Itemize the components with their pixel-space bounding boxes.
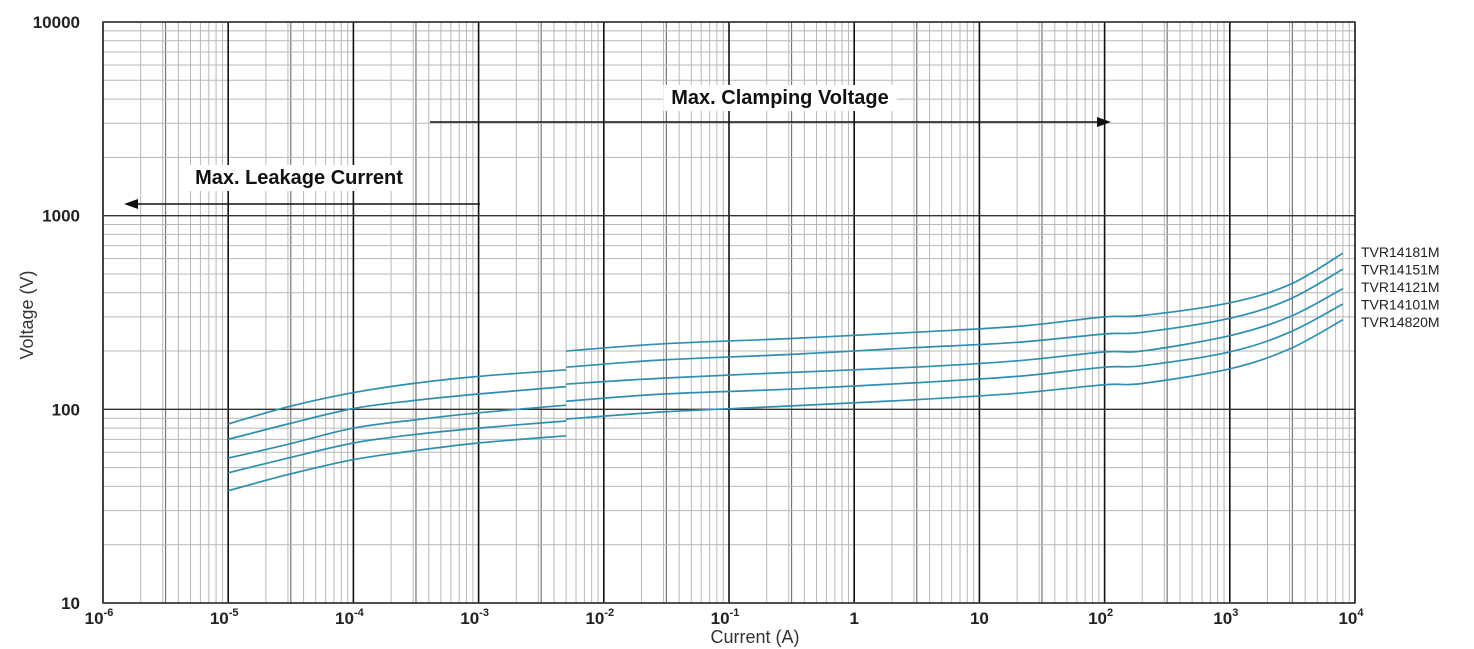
series-line-leakage-tvr14151m	[227, 385, 567, 441]
series-line-leakage-tvr14101m	[228, 420, 567, 474]
grid	[102, 21, 1356, 604]
x-tick-label: 104	[1338, 607, 1364, 628]
series-line-clamping-tvr14101m	[566, 303, 1344, 403]
x-tick-label: 10-1	[711, 607, 740, 628]
x-tick-label: 10-3	[460, 607, 489, 628]
x-tick-label: 10-4	[335, 607, 365, 628]
arrow-left-head	[124, 199, 138, 209]
x-tick-label: 10	[970, 609, 989, 628]
series-line-leakage-tvr14181m	[227, 368, 567, 425]
series-line-clamping-tvr14151m	[566, 268, 1344, 369]
y-tick-label: 10000	[33, 13, 80, 32]
characteristic-curves	[227, 252, 1344, 492]
x-axis-label: Current (A)	[710, 627, 799, 647]
y-tick-label: 100	[52, 400, 80, 419]
legend-entry-tvr14101m: TVR14101M	[1361, 297, 1440, 313]
y-tick-labels: 10 100 1000 10000	[33, 13, 80, 613]
annotation-background	[187, 165, 412, 191]
y-tick-label: 10	[61, 594, 80, 613]
x-tick-label: 10-5	[210, 607, 239, 628]
series-line-leakage-tvr14820m	[227, 434, 567, 492]
plot-border	[102, 21, 1356, 604]
x-tick-label: 102	[1088, 607, 1113, 628]
series-line-clamping-tvr14121m	[566, 287, 1344, 385]
y-tick-label: 1000	[42, 207, 80, 226]
annotation-background	[663, 85, 897, 111]
x-tick-labels: 10-6 10-5 10-4 10-3 10-2 10-1 1 10 102 103 104	[85, 607, 1365, 628]
series-line-leakage-tvr14121m	[228, 404, 567, 459]
y-axis-label: Voltage (V)	[17, 270, 37, 359]
legend-entry-tvr14181m: TVR14181M	[1361, 244, 1440, 260]
series-line-clamping-tvr14181m	[566, 252, 1344, 352]
series-line-clamping-tvr14820m	[566, 319, 1344, 420]
annotation-max-leakage-current: Max. Leakage Current	[195, 167, 403, 189]
annotation-max-clamping-voltage: Max. Clamping Voltage	[671, 87, 888, 109]
x-tick-label: 10-6	[85, 607, 114, 628]
arrow-right-head	[1097, 117, 1111, 127]
x-tick-label: 1	[849, 609, 858, 628]
legend-entry-tvr14820m: TVR14820M	[1361, 314, 1440, 330]
annotation-arrows	[124, 117, 1111, 209]
x-tick-label: 103	[1213, 607, 1238, 628]
x-tick-label: 10-2	[585, 607, 614, 628]
legend-entry-tvr14121m: TVR14121M	[1361, 279, 1440, 295]
legend-entry-tvr14151m: TVR14151M	[1361, 262, 1440, 278]
